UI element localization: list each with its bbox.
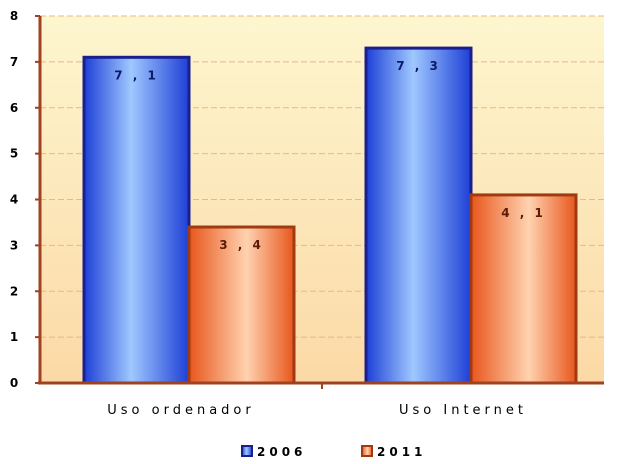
y-tick-label: 3 [10, 238, 18, 252]
legend-swatch-2011 [361, 445, 373, 457]
data-label-2006-0: 7 , 1 [114, 68, 159, 82]
legend: 2006 2011 [241, 445, 426, 459]
legend-label-2011: 2011 [377, 445, 426, 459]
category-label-1: Uso Internet [399, 403, 527, 418]
category-label-0: Uso ordenador [107, 403, 254, 418]
data-label-2011-0: 3 , 4 [219, 238, 264, 252]
y-tick-label: 1 [10, 330, 18, 344]
bar-2011-0 [187, 225, 296, 385]
data-label-2011-1: 4 , 1 [501, 206, 546, 220]
legend-swatch-2006 [241, 445, 253, 457]
y-tick-label: 4 [10, 193, 18, 207]
y-tick-label: 6 [10, 101, 18, 115]
bar-2011-1 [469, 193, 578, 385]
legend-label-2006: 2006 [257, 445, 306, 459]
y-tick-label: 0 [10, 376, 18, 390]
bar-2006-0 [82, 55, 191, 385]
y-tick-label: 8 [10, 9, 18, 23]
y-tick-label: 7 [10, 55, 18, 69]
bar-2006-1 [364, 46, 473, 385]
y-tick-label: 2 [10, 284, 18, 298]
y-tick-label: 5 [10, 147, 18, 161]
data-label-2006-1: 7 , 3 [396, 59, 441, 73]
